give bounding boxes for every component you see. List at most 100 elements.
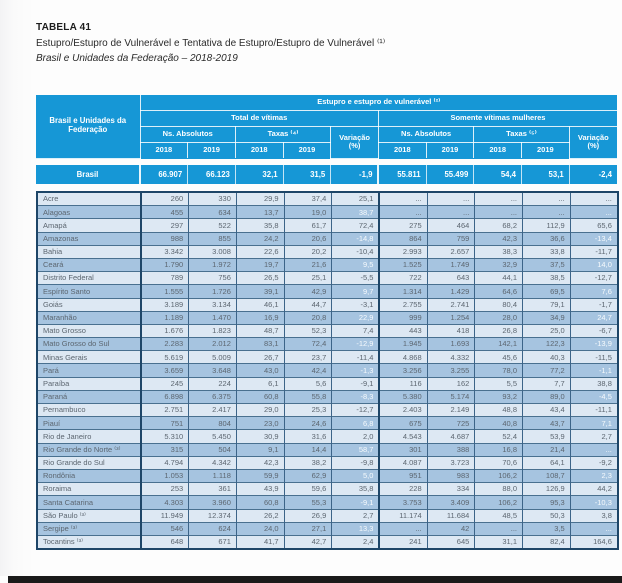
cell-value: 39,1 bbox=[235, 284, 285, 298]
state-label: Bahia bbox=[37, 244, 141, 259]
year-header: 2019 bbox=[521, 142, 570, 158]
cell-value: 1.676 bbox=[140, 323, 189, 338]
column-header-group-title: Estupro e estupro de vulnerável ⁽²⁾ bbox=[139, 95, 617, 111]
state-label: Pará bbox=[37, 363, 141, 378]
table-row: Rio Grande do Sul 4.794 4.342 42,3 38,2 -9,8 4… bbox=[37, 455, 618, 470]
cell-value: ... bbox=[569, 442, 618, 457]
cell-value: 22,9 bbox=[331, 310, 380, 325]
cell-value: 50,3 bbox=[522, 508, 571, 523]
cell-value: 64,6 bbox=[474, 284, 523, 298]
variacao-line1: Variação bbox=[577, 132, 609, 142]
year-header: 2018 bbox=[234, 142, 284, 158]
cell-value: 751 bbox=[140, 416, 189, 430]
cell-value: ... bbox=[378, 205, 428, 219]
variacao-line1: Variação bbox=[339, 132, 371, 142]
table-row: Piauí 751 804 23,0 24,6 6,8 675 725 40,8 43,7 7,1 bbox=[37, 416, 618, 430]
cell-value: -3,1 bbox=[331, 297, 380, 312]
cell-value: -5,5 bbox=[331, 271, 380, 285]
cell-value: 3.723 bbox=[426, 455, 475, 470]
cell-value: 70,6 bbox=[474, 455, 523, 470]
table-row: Amazonas 988 855 24,2 20,6 -14,8 864 759 42,3 36,… bbox=[37, 231, 618, 246]
cell-value: 93,2 bbox=[474, 389, 523, 404]
cell-value: 756 bbox=[188, 271, 237, 285]
cell-value: 2,7 bbox=[569, 429, 618, 444]
column-header-abs-right: Ns. Absolutos bbox=[377, 126, 475, 143]
state-label: Rio Grande do Sul bbox=[37, 455, 141, 470]
cell-value: 41,7 bbox=[235, 534, 285, 550]
cell-value: 33,8 bbox=[522, 244, 571, 259]
cell-value: -12,7 bbox=[331, 402, 380, 417]
cell-value: 671 bbox=[188, 534, 237, 550]
column-header-variacao-left: Variação (%) bbox=[330, 126, 379, 159]
cell-value: 112,9 bbox=[522, 218, 571, 233]
cell-value: 1.790 bbox=[140, 257, 189, 272]
cell-value: 634 bbox=[188, 205, 237, 219]
cell-value: 27,1 bbox=[283, 521, 332, 536]
table-header: Brasil e Unidades da Federação Estupro e… bbox=[36, 95, 617, 159]
cell-value: 54,4 bbox=[473, 165, 522, 184]
cell-value: 55.499 bbox=[425, 165, 474, 184]
cell-value: 164,6 bbox=[569, 534, 618, 550]
cell-value: 59,9 bbox=[235, 468, 285, 483]
cell-value: 2.993 bbox=[378, 244, 428, 259]
cell-value: 25,3 bbox=[283, 402, 332, 417]
cell-value: 1.525 bbox=[378, 257, 428, 272]
cell-value: -1,3 bbox=[331, 363, 380, 378]
cell-value: 361 bbox=[188, 482, 237, 496]
cell-value: 3.008 bbox=[188, 244, 237, 259]
cell-value: 64,1 bbox=[522, 455, 571, 470]
cell-value: 80,4 bbox=[474, 297, 523, 312]
cell-value: 1.555 bbox=[140, 284, 189, 298]
cell-value: 3.256 bbox=[378, 363, 428, 378]
cell-value: 24,7 bbox=[569, 310, 618, 325]
cell-value: 6.375 bbox=[188, 389, 237, 404]
cell-value: 1.118 bbox=[188, 468, 237, 483]
cell-value: 11.174 bbox=[378, 508, 428, 523]
cell-value: ... bbox=[426, 192, 475, 206]
cell-value: 14,0 bbox=[569, 257, 618, 272]
cell-value: 2.741 bbox=[426, 297, 475, 312]
state-label: Rondônia bbox=[37, 468, 141, 483]
table-row: Rio de Janeiro 5.310 5.450 30,9 31,6 2,0 4.543… bbox=[37, 429, 618, 444]
cell-value: 5,5 bbox=[474, 376, 523, 391]
cell-value: 988 bbox=[140, 231, 189, 246]
cell-value: -11,4 bbox=[331, 350, 380, 364]
cell-value: 162 bbox=[426, 376, 475, 391]
cell-value: ... bbox=[426, 205, 475, 219]
cell-value: 126,9 bbox=[522, 482, 571, 496]
cell-value: 330 bbox=[188, 192, 237, 206]
table-row: Maranhão 1.189 1.470 16,9 20,8 22,9 999 1.254 28… bbox=[37, 310, 618, 325]
cell-value: 48,7 bbox=[235, 323, 285, 338]
cell-value: 301 bbox=[378, 442, 428, 457]
state-label: Goiás bbox=[37, 297, 141, 312]
table-row: Acre 260 330 29,9 37,4 25,1............... bbox=[37, 192, 618, 206]
state-label: Roraima bbox=[37, 482, 141, 496]
cell-value: 297 bbox=[140, 218, 189, 233]
cell-value: 38,7 bbox=[331, 205, 380, 219]
cell-value: 42,4 bbox=[283, 363, 332, 378]
state-label: Tocantins ⁽³⁾ bbox=[37, 534, 141, 550]
cell-value: 40,8 bbox=[474, 416, 523, 430]
cell-value: 83,1 bbox=[235, 337, 285, 351]
cell-value: -9,2 bbox=[569, 455, 618, 470]
cell-value: 62,9 bbox=[283, 468, 332, 483]
cell-value: -13,4 bbox=[569, 231, 618, 246]
state-label: Pernambuco bbox=[37, 402, 141, 417]
cell-value: 95,3 bbox=[522, 495, 571, 509]
state-label: São Paulo ⁽³⁾ bbox=[37, 508, 141, 523]
cell-value: 5.450 bbox=[188, 429, 237, 444]
table-row: Santa Catarina 4.303 3.960 60,8 55,3 -9,1 3.75… bbox=[37, 495, 618, 509]
cell-value: 24,0 bbox=[235, 521, 285, 536]
cell-value: 77,2 bbox=[522, 363, 571, 378]
cell-value: 89,0 bbox=[522, 389, 571, 404]
cell-value: 1.189 bbox=[140, 310, 189, 325]
state-label: Espírito Santo bbox=[37, 284, 141, 298]
cell-value: 2.417 bbox=[188, 402, 237, 417]
cell-value: 7,4 bbox=[331, 323, 380, 338]
cell-value: 40,3 bbox=[522, 350, 571, 364]
cell-value: 31,6 bbox=[283, 429, 332, 444]
cell-value: 44,1 bbox=[474, 271, 523, 285]
cell-value: -4,5 bbox=[569, 389, 618, 404]
page-left-shade bbox=[0, 0, 34, 576]
table-row: Mato Grosso 1.676 1.823 48,7 52,3 7,4 443 418 26… bbox=[37, 323, 618, 338]
